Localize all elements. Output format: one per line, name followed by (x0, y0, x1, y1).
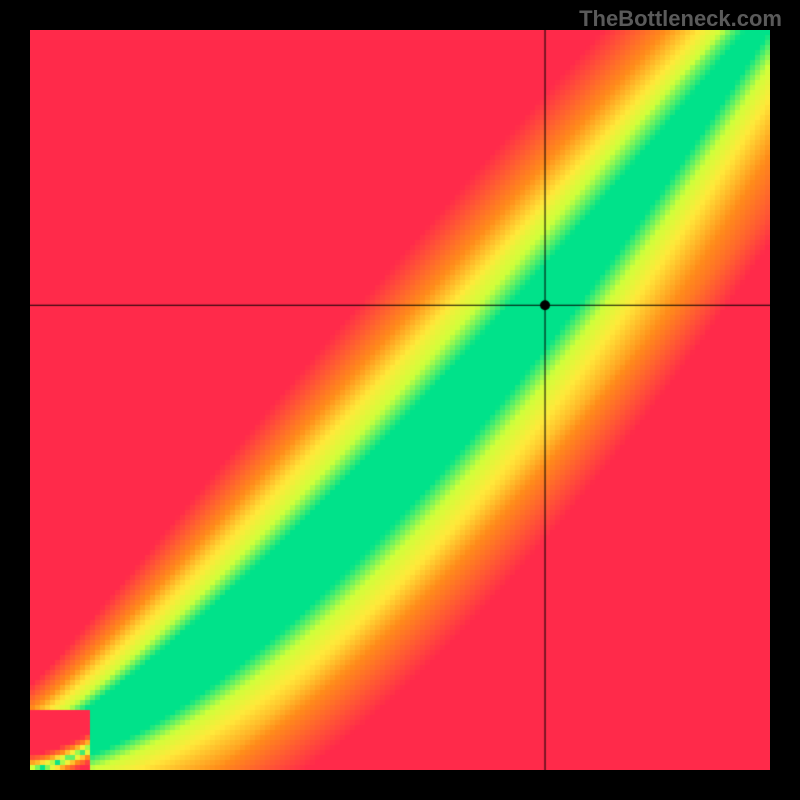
watermark-text: TheBottleneck.com (579, 6, 782, 32)
bottleneck-heatmap-container (30, 30, 770, 770)
bottleneck-heatmap-canvas (30, 30, 770, 770)
